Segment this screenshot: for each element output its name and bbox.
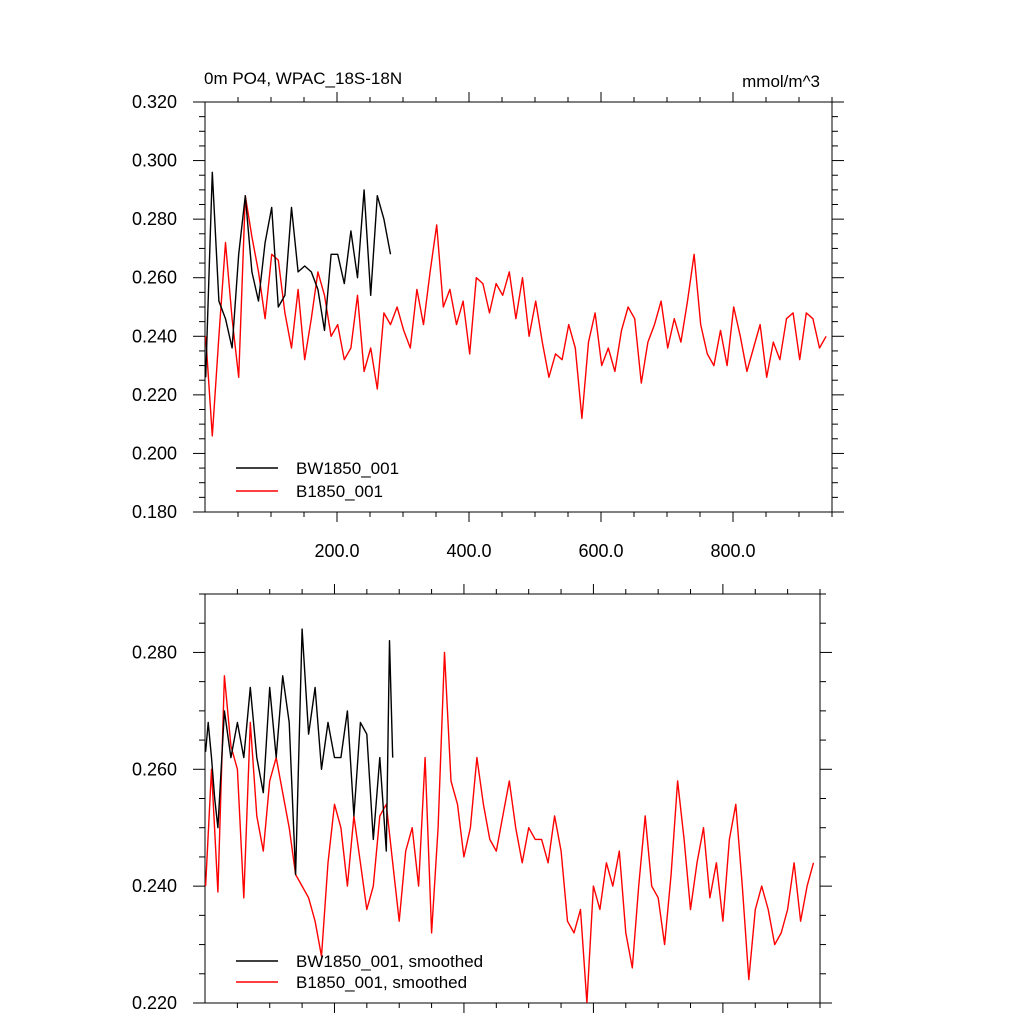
top-x-tick-label: 600.0 bbox=[578, 541, 623, 561]
top-y-tick-label: 0.320 bbox=[132, 92, 177, 112]
bottom-y-tick-label: 0.260 bbox=[132, 759, 177, 779]
bottom-series-bw1850 bbox=[205, 628, 394, 876]
top-x-tick-label: 400.0 bbox=[446, 541, 491, 561]
top-x-tick-label: 800.0 bbox=[710, 541, 755, 561]
top-series-bw1850 bbox=[205, 171, 392, 378]
top-y-tick-label: 0.300 bbox=[132, 151, 177, 171]
bottom-y-tick-label: 0.220 bbox=[132, 993, 177, 1013]
top-legend-label-1: B1850_001 bbox=[296, 482, 383, 501]
top-y-tick-label: 0.200 bbox=[132, 443, 177, 463]
bottom-legend-label-0: BW1850_001, smoothed bbox=[296, 952, 483, 971]
bottom-y-tick-label: 0.240 bbox=[132, 876, 177, 896]
top-y-tick-label: 0.280 bbox=[132, 209, 177, 229]
bottom-y-tick-label: 0.280 bbox=[132, 642, 177, 662]
top-series-b1850 bbox=[205, 194, 827, 437]
bottom-legend-label-1: B1850_001, smoothed bbox=[296, 973, 467, 992]
top-legend-label-0: BW1850_001 bbox=[296, 459, 399, 478]
bottom-panel: 0.220 0.240 0.260 0.280 BW1850_001, smoothed… bbox=[132, 584, 832, 1013]
top-y-tick-label: 0.260 bbox=[132, 268, 177, 288]
top-panel: 0m PO4, WPAC_18S-18N mmol/m^3 200.0 400.0… bbox=[132, 69, 844, 561]
top-y-tick-label: 0.180 bbox=[132, 502, 177, 522]
top-chart-units: mmol/m^3 bbox=[742, 72, 820, 91]
top-y-tick-label: 0.220 bbox=[132, 385, 177, 405]
top-x-tick-label: 200.0 bbox=[314, 541, 359, 561]
bottom-series-b1850 bbox=[205, 651, 815, 1003]
top-chart-title: 0m PO4, WPAC_18S-18N bbox=[204, 69, 402, 88]
top-y-tick-label: 0.240 bbox=[132, 326, 177, 346]
